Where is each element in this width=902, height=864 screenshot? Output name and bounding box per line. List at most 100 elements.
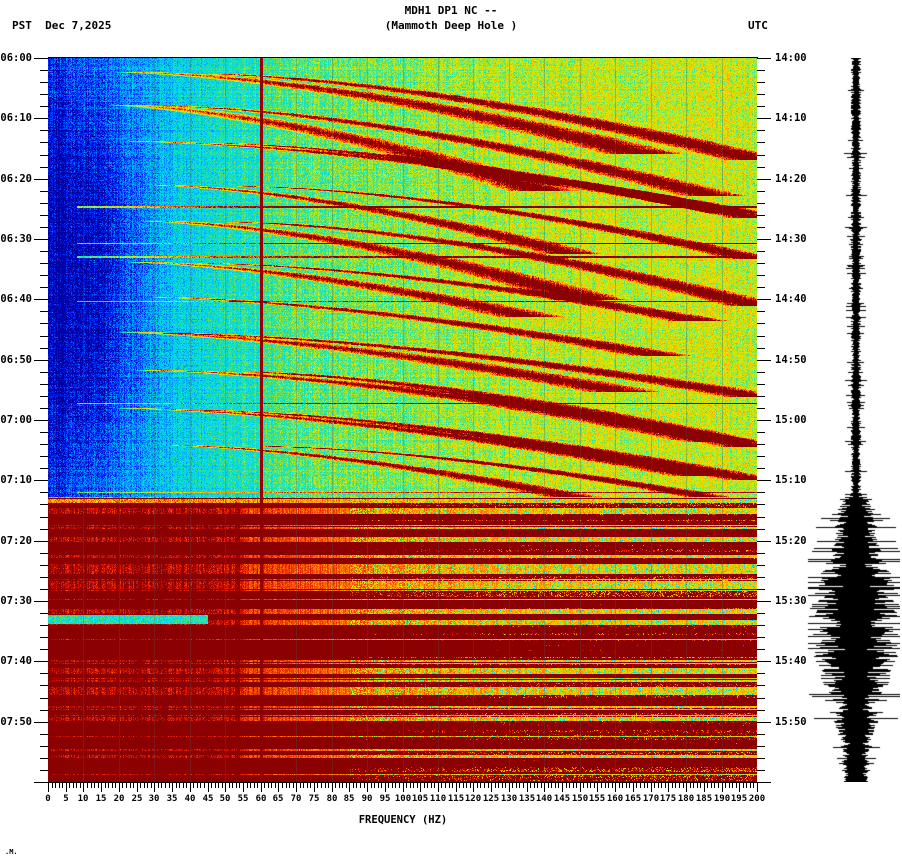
tick-minor-freq <box>204 783 205 788</box>
freq-tick-label: 165 <box>624 794 642 804</box>
tick-minor-freq <box>424 783 425 788</box>
tick-minor-left <box>40 94 48 95</box>
tick-minor-right <box>757 492 765 493</box>
tick-minor-freq <box>218 783 219 788</box>
tick-minor-left <box>40 167 48 168</box>
station-code-title: MDH1 DP1 NC -- <box>404 4 498 17</box>
freq-tick-label: 200 <box>748 794 766 804</box>
tick-minor-freq <box>654 783 655 788</box>
tick-minor-right <box>757 746 765 747</box>
freq-tick-label: 70 <box>290 794 302 804</box>
station-name-title: (Mammoth Deep Hole ) <box>384 19 518 32</box>
freq-tick-label: 15 <box>95 794 107 804</box>
freq-tick-label: 110 <box>429 794 447 804</box>
tick-minor-freq <box>523 783 524 788</box>
tick-minor-left <box>40 468 48 469</box>
tick-minor-freq <box>108 783 109 788</box>
tick-major-left <box>34 601 48 602</box>
tick-major-freq <box>544 783 545 792</box>
tick-minor-freq <box>293 783 294 788</box>
tick-minor-left <box>40 770 48 771</box>
tick-minor-freq <box>516 783 517 788</box>
tick-minor-right <box>757 565 765 566</box>
tick-minor-freq <box>388 783 389 788</box>
tick-minor-freq <box>605 783 606 788</box>
tick-minor-freq <box>158 783 159 788</box>
tick-minor-right <box>757 311 765 312</box>
tick-minor-freq <box>551 783 552 788</box>
tick-minor-right <box>757 504 765 505</box>
spectrogram-plot[interactable] <box>48 58 757 782</box>
tick-minor-freq <box>317 783 318 788</box>
tick-minor-freq <box>417 783 418 788</box>
tick-minor-right <box>757 191 765 192</box>
tick-minor-freq <box>268 783 269 788</box>
tick-minor-freq <box>325 783 326 788</box>
freq-tick-label: 185 <box>695 794 713 804</box>
tick-major-right <box>757 360 771 361</box>
tick-minor-right <box>757 336 765 337</box>
tick-major-freq <box>243 783 244 792</box>
tick-minor-freq <box>179 783 180 788</box>
tick-minor-left <box>40 384 48 385</box>
tick-minor-freq <box>335 783 336 788</box>
freq-tick-label: 95 <box>379 794 391 804</box>
tick-minor-right <box>757 215 765 216</box>
freq-tick-label: 160 <box>606 794 624 804</box>
tick-minor-left <box>40 492 48 493</box>
tick-major-freq <box>597 783 598 792</box>
tick-major-freq <box>137 783 138 792</box>
tick-minor-freq <box>746 783 747 788</box>
tick-minor-freq <box>353 783 354 788</box>
tick-minor-left <box>40 203 48 204</box>
header-timezone-left: PST <box>12 19 32 32</box>
tick-minor-freq <box>161 783 162 788</box>
tick-minor-freq <box>622 783 623 788</box>
tick-minor-right <box>757 70 765 71</box>
tick-major-freq <box>66 783 67 792</box>
tick-minor-left <box>40 517 48 518</box>
freq-tick-label: 85 <box>343 794 355 804</box>
time-label-pst: 07:00 <box>0 414 32 426</box>
freq-tick-label: 5 <box>63 794 69 804</box>
tick-major-left <box>34 299 48 300</box>
tick-minor-freq <box>697 783 698 788</box>
tick-minor-freq <box>62 783 63 788</box>
tick-minor-left <box>40 311 48 312</box>
tick-minor-freq <box>300 783 301 788</box>
tick-minor-freq <box>250 783 251 788</box>
tick-minor-freq <box>729 783 730 788</box>
freq-tick-label: 35 <box>166 794 178 804</box>
time-label-pst: 07:40 <box>0 655 32 667</box>
tick-major-right <box>757 480 771 481</box>
tick-minor-freq <box>310 783 311 788</box>
tick-minor-freq <box>463 783 464 788</box>
tick-minor-freq <box>254 783 255 788</box>
time-label-pst: 07:10 <box>0 474 32 486</box>
tick-minor-freq <box>502 783 503 788</box>
seismogram-trace[interactable] <box>800 58 900 782</box>
tick-minor-freq <box>55 783 56 788</box>
tick-minor-left <box>40 70 48 71</box>
tick-major-freq <box>172 783 173 792</box>
tick-minor-freq <box>222 783 223 788</box>
tick-minor-freq <box>126 783 127 788</box>
tick-major-freq <box>332 783 333 792</box>
tick-minor-freq <box>732 783 733 788</box>
freq-tick-label: 140 <box>535 794 553 804</box>
tick-major-right <box>757 782 771 783</box>
seismogram-trace-canvas[interactable] <box>800 58 900 782</box>
plot-border-bottom <box>48 782 758 783</box>
tick-major-freq <box>704 783 705 792</box>
tick-minor-freq <box>693 783 694 788</box>
spectrogram-canvas[interactable] <box>48 58 757 782</box>
freq-tick-label: 190 <box>713 794 731 804</box>
tick-minor-right <box>757 263 765 264</box>
tick-minor-freq <box>601 783 602 788</box>
tick-minor-freq <box>360 783 361 788</box>
freq-tick-label: 40 <box>184 794 196 804</box>
tick-major-freq <box>420 783 421 792</box>
tick-minor-freq <box>257 783 258 788</box>
tick-minor-freq <box>381 783 382 788</box>
tick-minor-right <box>757 432 765 433</box>
